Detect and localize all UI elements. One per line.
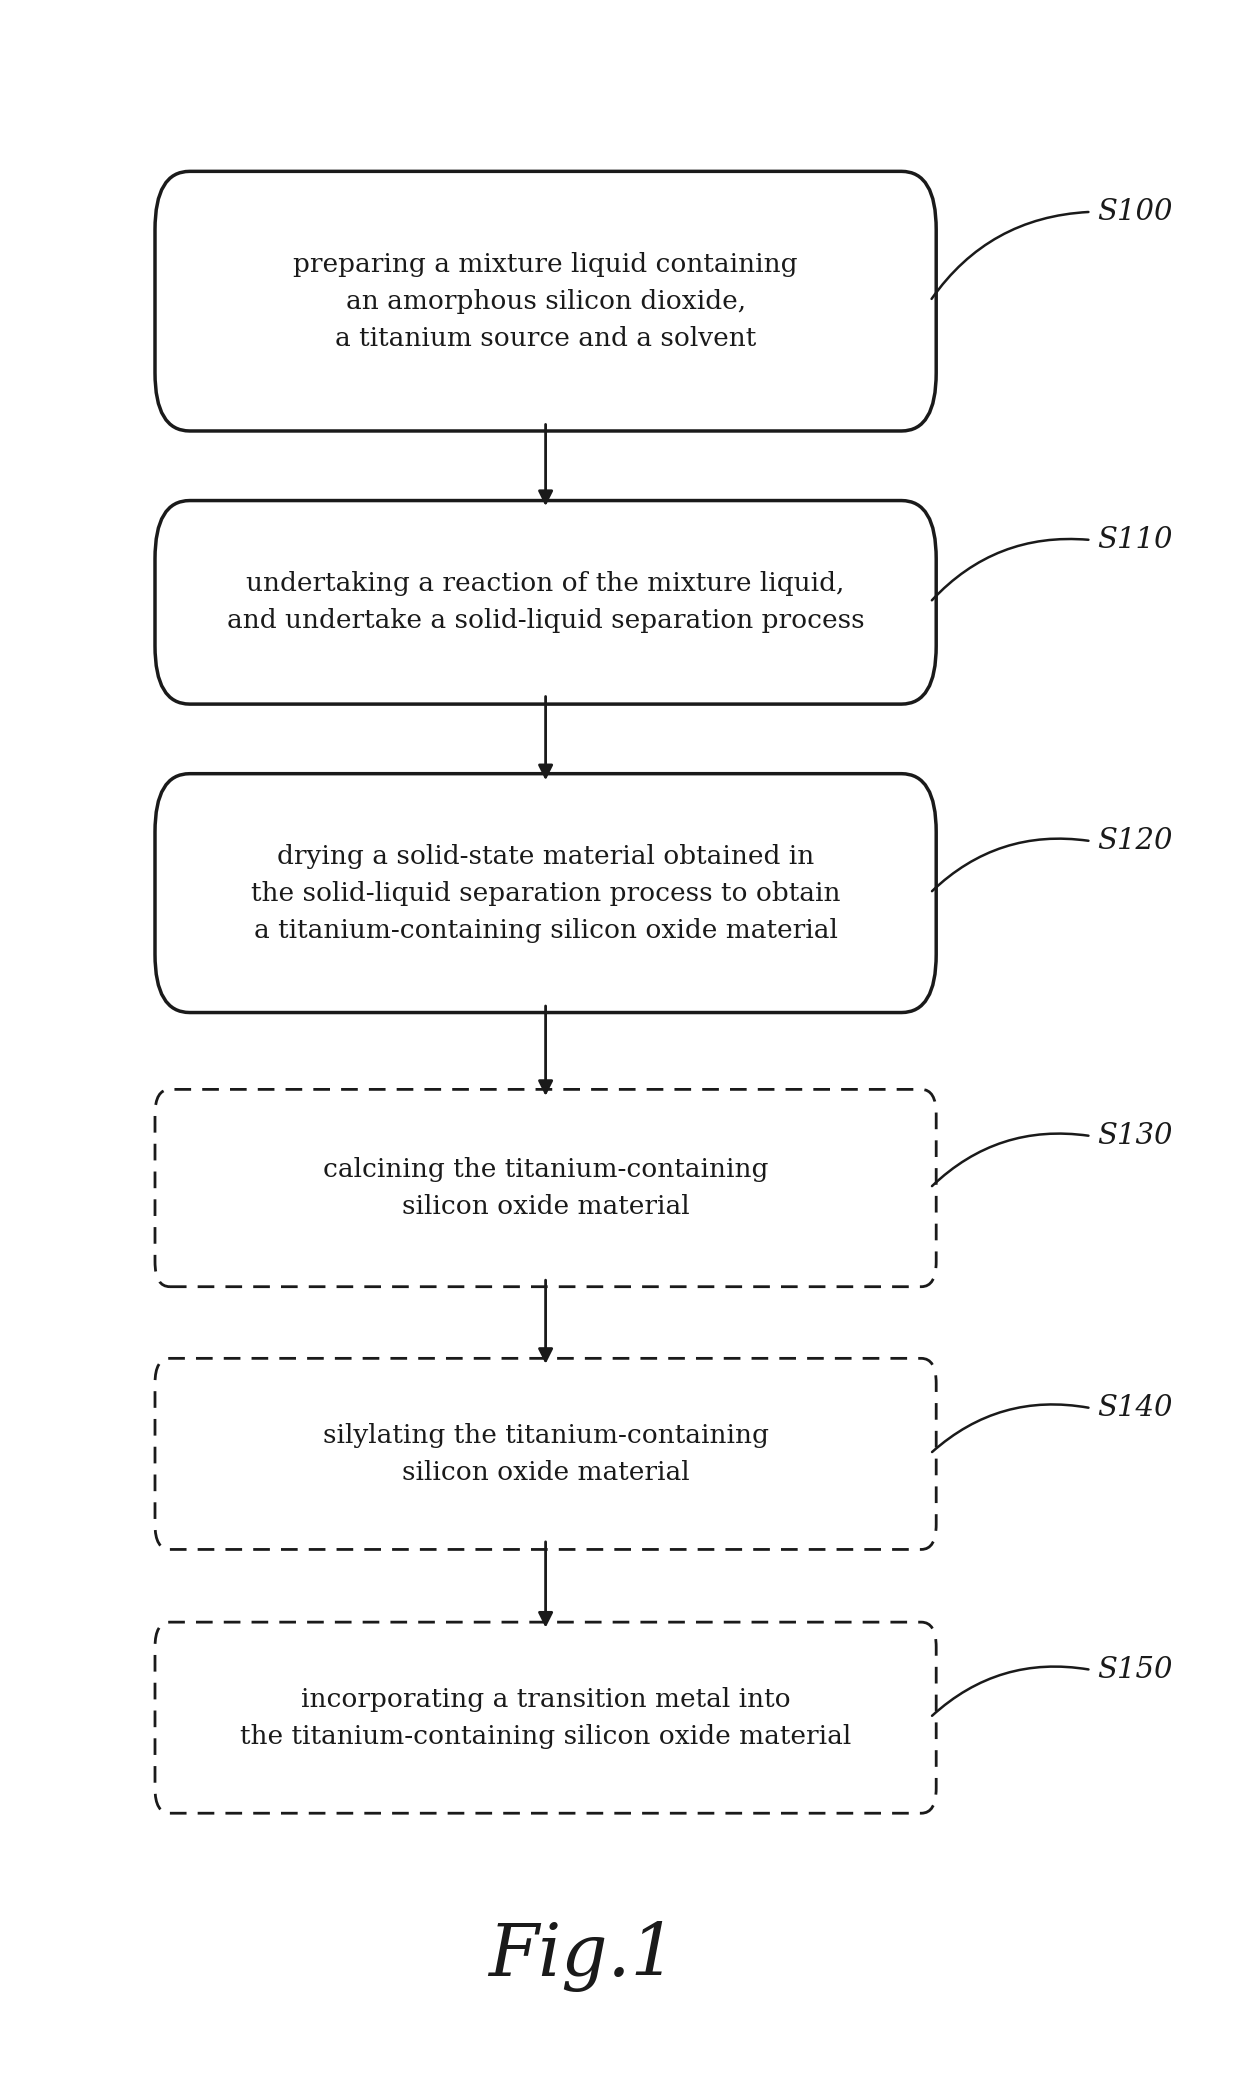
FancyBboxPatch shape [155,775,936,1014]
Text: S130: S130 [1097,1122,1173,1151]
Text: drying a solid-state material obtained in
the solid-liquid separation process to: drying a solid-state material obtained i… [250,843,841,943]
FancyBboxPatch shape [155,1622,936,1813]
Text: S100: S100 [1097,197,1173,226]
FancyBboxPatch shape [155,172,936,432]
Text: preparing a mixture liquid containing
an amorphous silicon dioxide,
a titanium s: preparing a mixture liquid containing an… [294,251,797,351]
Text: S110: S110 [1097,525,1173,555]
Text: incorporating a transition metal into
the titanium-containing silicon oxide mate: incorporating a transition metal into th… [241,1687,851,1749]
FancyBboxPatch shape [155,501,936,704]
Text: S140: S140 [1097,1394,1173,1423]
Text: undertaking a reaction of the mixture liquid,
and undertake a solid-liquid separ: undertaking a reaction of the mixture li… [227,571,864,633]
Text: S120: S120 [1097,827,1173,856]
FancyBboxPatch shape [155,1358,936,1549]
Text: silylating the titanium-containing
silicon oxide material: silylating the titanium-containing silic… [322,1423,769,1485]
FancyBboxPatch shape [155,1088,936,1286]
Text: Fig.1: Fig.1 [489,1921,677,1992]
Text: S150: S150 [1097,1655,1173,1684]
Text: calcining the titanium-containing
silicon oxide material: calcining the titanium-containing silico… [322,1157,769,1219]
